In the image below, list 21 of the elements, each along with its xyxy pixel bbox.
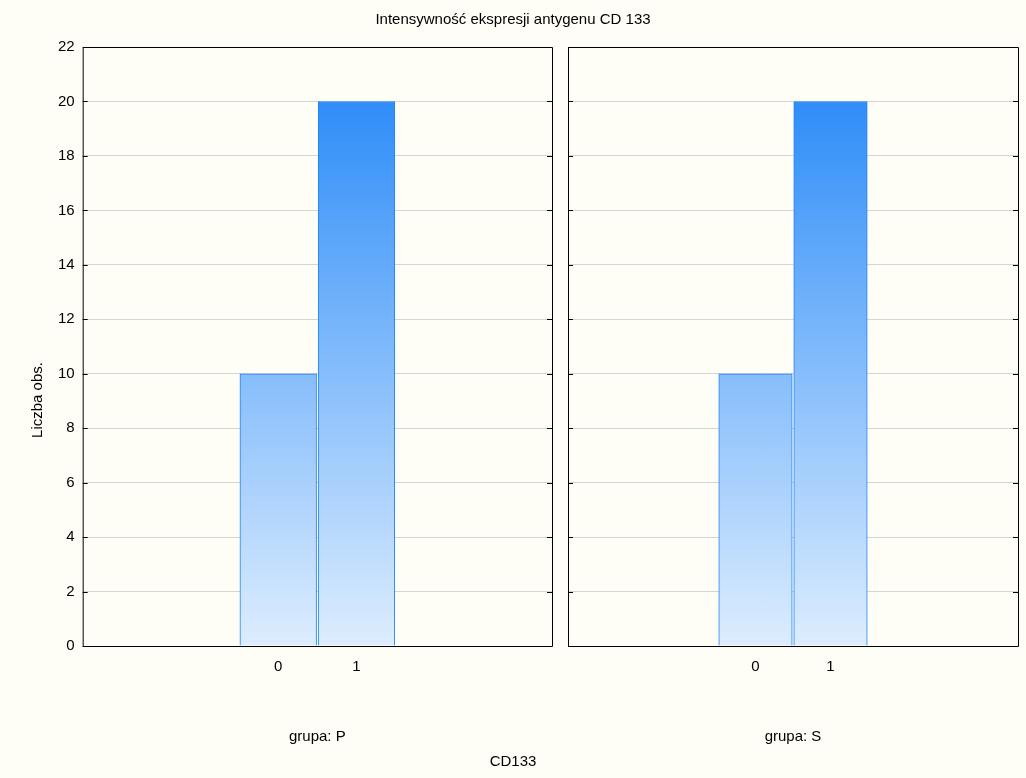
y-tick-label: 18 <box>58 146 75 164</box>
y-tick-label: 10 <box>58 363 75 381</box>
y-tick-label: 2 <box>66 581 75 599</box>
y-tick-label: 14 <box>58 254 75 272</box>
y-tick-label: 12 <box>58 309 75 327</box>
y-tick-label: 0 <box>66 636 75 654</box>
y-tick-label: 6 <box>66 472 75 490</box>
x-tick-label: 1 <box>826 657 835 675</box>
y-tick-label: 8 <box>66 418 75 436</box>
x-tick-label: 0 <box>274 657 283 675</box>
text: CD133 <box>488 752 538 769</box>
y-tick-label: 20 <box>58 91 75 109</box>
x-tick-label: 0 <box>751 657 760 675</box>
x-axis-title: grupa: P <box>288 727 346 745</box>
y-tick-label: 22 <box>58 37 75 55</box>
x-tick-label: 1 <box>352 657 361 675</box>
y-tick-label: 4 <box>66 527 75 545</box>
x-axis-title: grupa: S <box>764 727 822 745</box>
y-tick-label: 16 <box>58 200 75 218</box>
chart-title: Intensywność ekspresji antygenu CD 133 <box>374 10 652 27</box>
y-axis-title: Liczba obs. <box>27 362 45 438</box>
